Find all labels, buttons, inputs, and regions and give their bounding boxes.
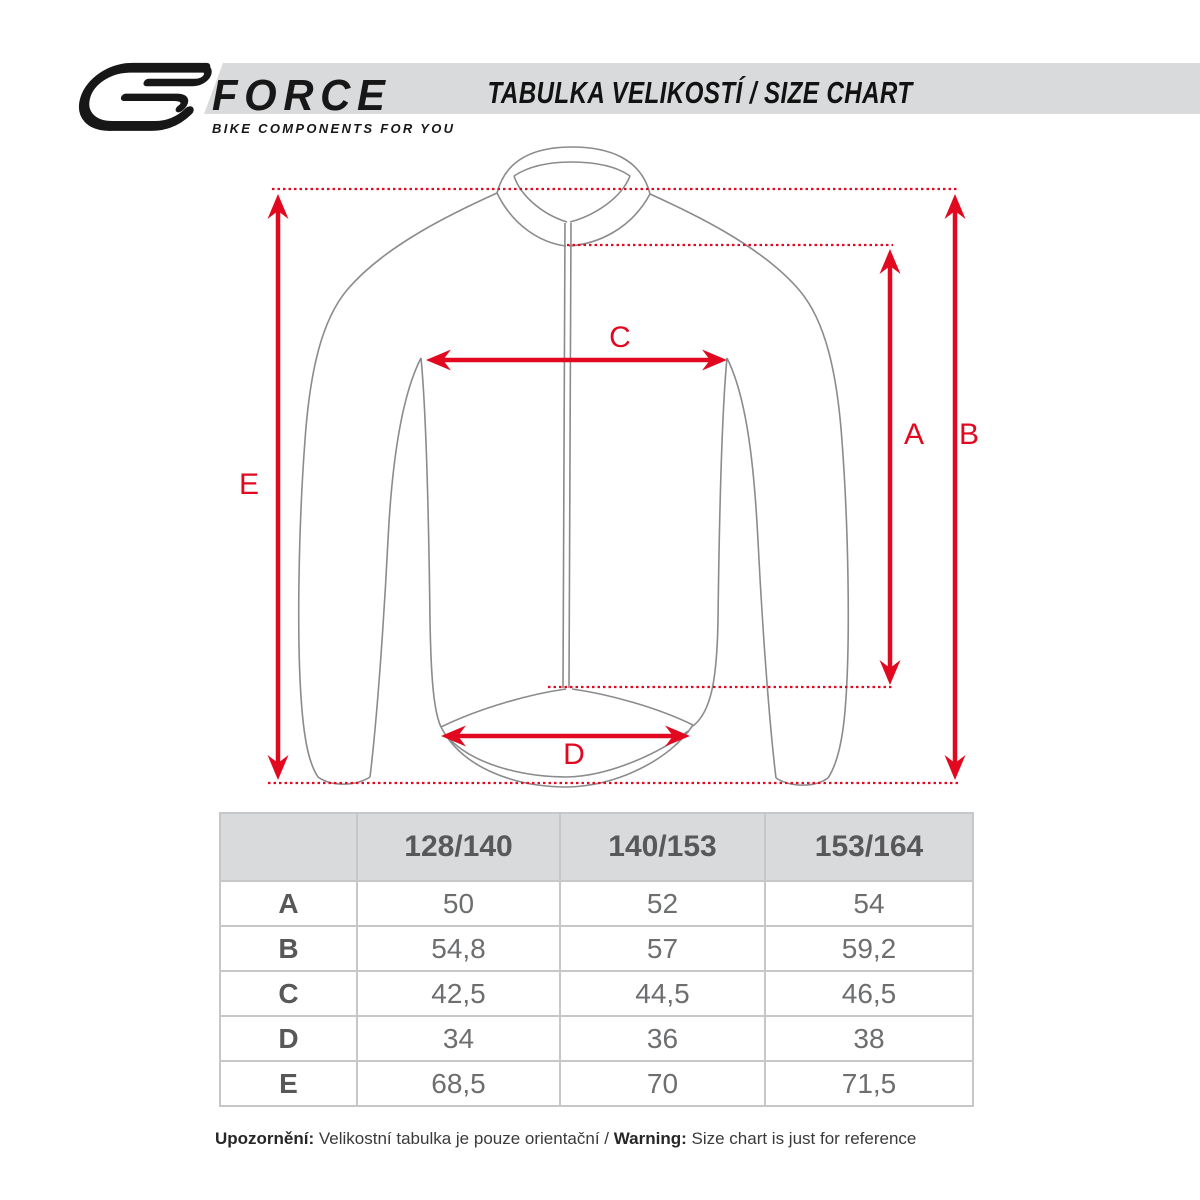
table-row: C 42,5 44,5 46,5 xyxy=(219,970,974,1017)
footer-note-cz-text: Velikostní tabulka je pouze orientační / xyxy=(314,1129,614,1148)
dimension-label-e: E xyxy=(239,468,259,501)
left-cuff xyxy=(317,776,371,785)
table-cell: 68,5 xyxy=(356,1060,561,1107)
emblem-top-bar xyxy=(143,64,212,87)
table-cell: 59,2 xyxy=(764,925,974,972)
right-sleeve-inner xyxy=(726,357,777,779)
dimension-arrow-e xyxy=(267,194,289,780)
table-row: A 50 52 54 xyxy=(219,880,974,927)
table-cell: 38 xyxy=(764,1015,974,1062)
header-band xyxy=(204,63,1200,114)
force-logo-icon xyxy=(79,62,212,131)
footer-note-en-label: Warning: xyxy=(613,1129,687,1148)
collar-front-left xyxy=(496,192,567,247)
row-label: A xyxy=(219,880,358,927)
row-label: C xyxy=(219,970,358,1017)
table-col-header: 140/153 xyxy=(559,812,766,882)
size-table: 128/140 140/153 153/164 A 50 52 54 B 54,… xyxy=(219,812,974,1107)
table-row: D 34 36 38 xyxy=(219,1015,974,1062)
collar-outer xyxy=(496,146,651,195)
zipper-right xyxy=(568,222,572,689)
right-sleeve-outer xyxy=(649,193,850,779)
footer-note-en-text: Size chart is just for reference xyxy=(686,1129,917,1148)
table-cell: 44,5 xyxy=(559,970,766,1017)
right-cuff xyxy=(775,777,829,786)
zipper-left xyxy=(562,222,566,689)
dimension-label-b: B xyxy=(959,418,979,451)
right-body-side xyxy=(692,357,728,727)
table-cell: 71,5 xyxy=(764,1060,974,1107)
neck-left xyxy=(513,175,568,223)
table-col-header: 128/140 xyxy=(356,812,561,882)
left-body-side xyxy=(420,357,442,728)
table-cell: 54 xyxy=(764,880,974,927)
row-label: B xyxy=(219,925,358,972)
dimension-arrow-b xyxy=(944,194,966,780)
neck-right xyxy=(569,175,631,223)
brand-wordmark: FORCE xyxy=(212,71,392,120)
hem-outer xyxy=(440,724,694,788)
footer-note: Upozornění: Velikostní tabulka je pouze … xyxy=(215,1129,916,1149)
table-cell: 34 xyxy=(356,1015,561,1062)
footer-note-cz-label: Upozornění: xyxy=(215,1129,315,1148)
table-cell: 36 xyxy=(559,1015,766,1062)
dimension-arrow-d xyxy=(441,725,690,747)
table-row: E 68,5 70 71,5 xyxy=(219,1060,974,1107)
emblem-spine xyxy=(79,62,211,131)
table-header-row: 128/140 140/153 153/164 xyxy=(219,812,974,882)
hem-inner xyxy=(445,730,689,778)
row-label: E xyxy=(219,1060,358,1107)
row-label: D xyxy=(219,1015,358,1062)
table-corner-cell xyxy=(219,812,358,882)
dimension-arrow-c xyxy=(426,349,727,371)
table-cell: 42,5 xyxy=(356,970,561,1017)
brand-tagline: BIKE COMPONENTS FOR YOU xyxy=(212,121,456,136)
dimension-label-a: A xyxy=(904,418,924,451)
jersey-outline xyxy=(297,146,850,788)
table-col-header: 153/164 xyxy=(764,812,974,882)
table-cell: 52 xyxy=(559,880,766,927)
collar-rim xyxy=(513,161,631,177)
page-title: TABULKA VELIKOSTÍ / SIZE CHART xyxy=(487,75,913,110)
table-cell: 54,8 xyxy=(356,925,561,972)
emblem-bottom-bar xyxy=(105,106,194,131)
table-row: B 54,8 57 59,2 xyxy=(219,925,974,972)
dimension-label-c: C xyxy=(609,321,631,354)
table-cell: 46,5 xyxy=(764,970,974,1017)
left-sleeve-outer xyxy=(297,192,498,778)
hem-top-right xyxy=(571,688,694,726)
emblem-mid-bar xyxy=(120,93,189,113)
dimension-arrow-a xyxy=(879,249,901,685)
table-cell: 50 xyxy=(356,880,561,927)
table-cell: 70 xyxy=(559,1060,766,1107)
dimension-label-d: D xyxy=(563,738,585,771)
left-sleeve-inner xyxy=(369,357,422,778)
hem-top-left xyxy=(440,688,567,728)
table-cell: 57 xyxy=(559,925,766,972)
